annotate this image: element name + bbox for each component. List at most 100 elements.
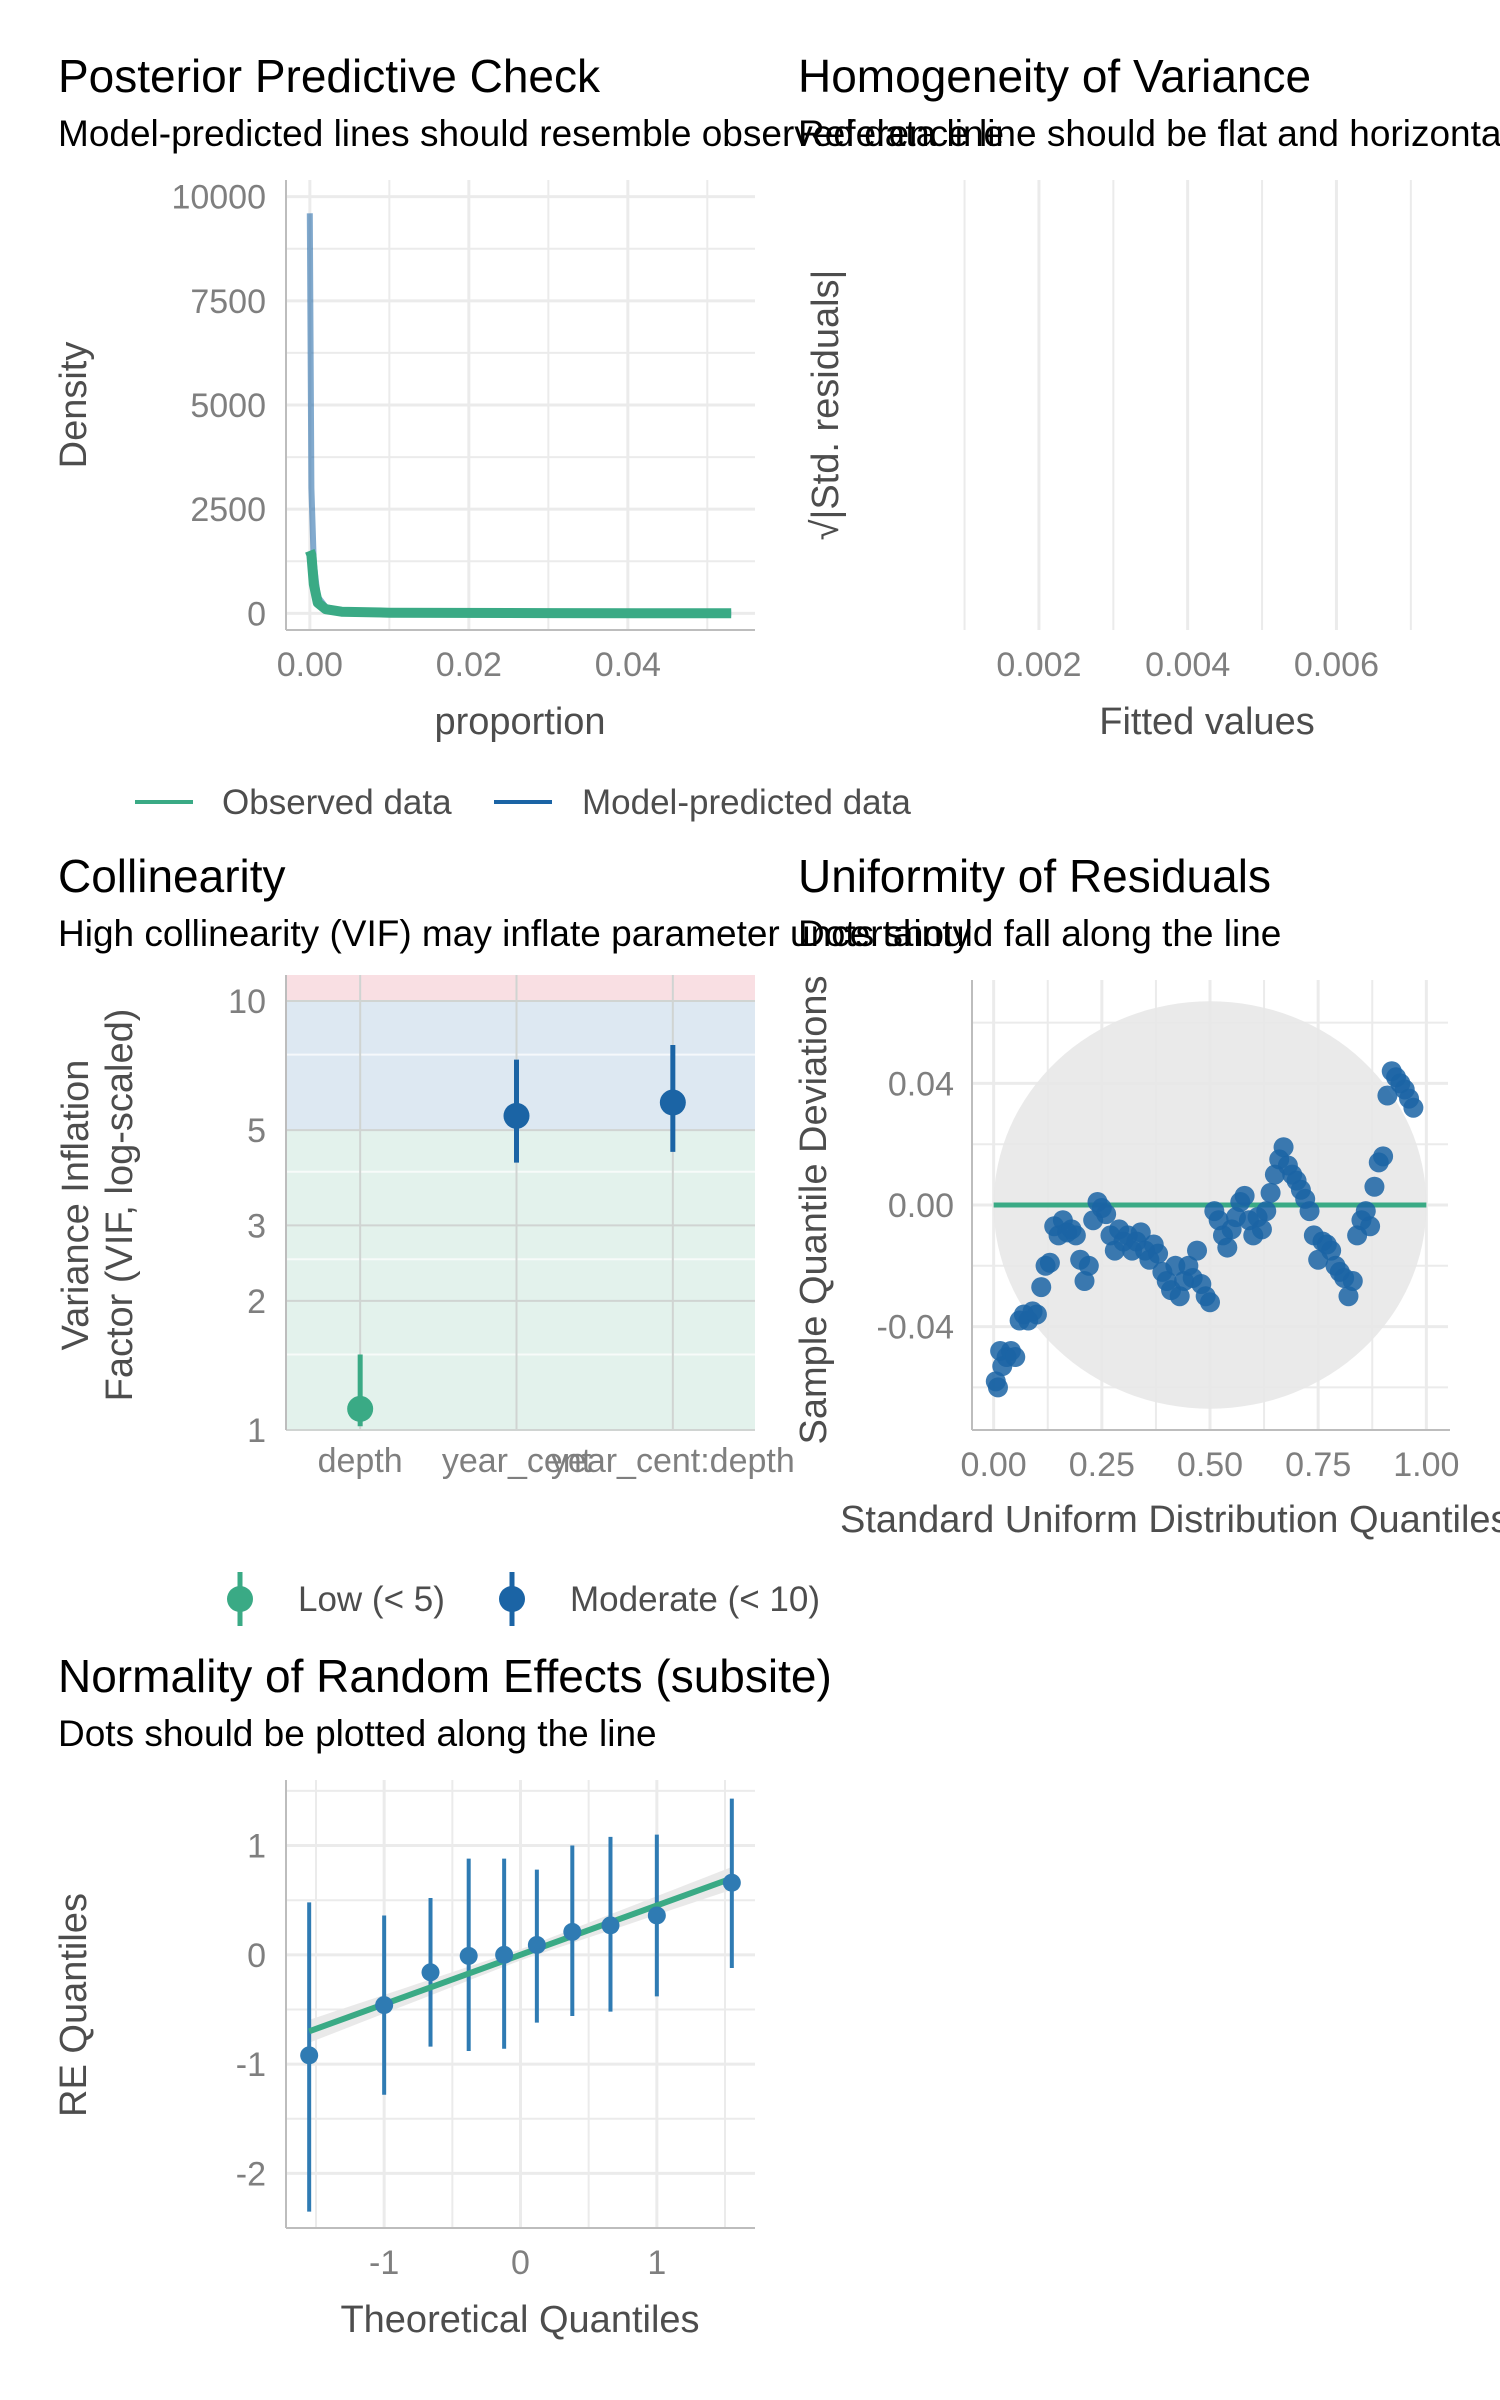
ppc-y-tick-label: 7500 (190, 283, 266, 321)
qq-point (1260, 1182, 1281, 1203)
re-point (459, 1946, 478, 1965)
vif-y-axis-title-line2: Factor (VIF, log-scaled) (99, 1009, 141, 1402)
re-point (647, 1906, 666, 1925)
qq-y-tick-label: -0.04 (877, 1309, 955, 1347)
qq-x-axis-title: Standard Uniform Distribution Quantiles (840, 1499, 1500, 1541)
ppc-y-tick-label: 0 (247, 595, 266, 633)
qq-point (1217, 1237, 1238, 1258)
vif-point (503, 1102, 530, 1129)
qq-point (1403, 1097, 1424, 1118)
qq-point (1200, 1292, 1220, 1313)
re-x-tick-label: -1 (369, 2244, 399, 2282)
qq-y-tick-label: 0.00 (888, 1187, 954, 1225)
qq-x-tick-label: 1.00 (1393, 1446, 1459, 1484)
re-points (300, 1873, 741, 2065)
ppc-observed-line (305, 549, 732, 619)
hov-x-axis-title: Fitted values (1099, 701, 1314, 743)
qq-title: Uniformity of Residuals (798, 850, 1271, 902)
legend-moderate-label: Moderate (< 10) (570, 1580, 820, 1619)
re-y-axis-title: RE Quantiles (53, 1893, 95, 2117)
vif-zones (286, 975, 755, 1430)
legend-low-label: Low (< 5) (298, 1580, 445, 1619)
re-y-tick-label: 0 (247, 1937, 266, 1975)
qq-point (1039, 1252, 1060, 1273)
ppc-title: Posterior Predictive Check (58, 50, 601, 102)
re-y-ticks: -2 -1 0 1 (236, 1828, 266, 2194)
ppc-y-tick-label: 2500 (190, 491, 266, 529)
ppc-panel: Posterior Predictive Check Model-predict… (53, 50, 1004, 822)
qq-point (1169, 1286, 1190, 1307)
vif-panel: Collinearity High collinearity (VIF) may… (55, 850, 972, 1626)
vif-subtitle: High collinearity (VIF) may inflate para… (58, 913, 972, 954)
legend-moderate-swatch-dot (499, 1586, 525, 1612)
re-panel: Normality of Random Effects (subsite) Do… (53, 1650, 832, 2341)
hov-subtitle: Reference line should be flat and horizo… (798, 113, 1500, 154)
qq-point (1234, 1185, 1255, 1206)
vif-point (347, 1395, 374, 1422)
re-grid (286, 1780, 755, 2229)
qq-point (1377, 1085, 1398, 1106)
re-title: Normality of Random Effects (subsite) (58, 1650, 832, 1702)
hov-x-tick-label: 0.006 (1294, 646, 1379, 684)
qq-point (1005, 1347, 1026, 1368)
qq-point (1360, 1216, 1381, 1237)
re-point (300, 2046, 319, 2065)
re-subtitle: Dots should be plotted along the line (58, 1713, 657, 1754)
legend-predicted-label: Model-predicted data (582, 783, 911, 822)
re-y-tick-label: -2 (236, 2155, 266, 2193)
qq-subtitle: Dots should fall along the line (798, 913, 1281, 954)
vif-legend: Low (< 5) Moderate (< 10) (227, 1572, 820, 1626)
qq-x-tick-label: 0.25 (1069, 1446, 1135, 1484)
vif-y-tick-label: 10 (228, 983, 266, 1021)
ppc-x-tick-label: 0.02 (436, 646, 502, 684)
qq-point (1373, 1146, 1394, 1167)
ppc-grid (286, 180, 755, 630)
vif-y-tick-label: 1 (247, 1412, 266, 1450)
qq-point (1026, 1304, 1047, 1325)
vif-zone-high (286, 975, 755, 1002)
qq-y-tick-label: 0.04 (888, 1065, 954, 1103)
ppc-x-tick-label: 0.00 (277, 646, 343, 684)
ppc-x-tick-label: 0.04 (595, 646, 661, 684)
hov-panel: Homogeneity of Variance Reference line s… (798, 50, 1500, 743)
vif-y-ticks: 1 2 3 5 10 (228, 983, 266, 1450)
hov-x-tick-label: 0.002 (996, 646, 1081, 684)
vif-y-axis-title-line1: Variance Inflation (55, 1060, 97, 1351)
hov-x-tick-label: 0.004 (1145, 646, 1230, 684)
qq-point (1074, 1271, 1095, 1292)
re-x-ticks: -1 0 1 (369, 2244, 666, 2282)
hov-x-ticks: 0.002 0.004 0.006 (996, 646, 1379, 684)
qq-panel: Uniformity of Residuals Dots should fall… (793, 850, 1500, 1541)
re-x-axis-title: Theoretical Quantiles (340, 2299, 699, 2341)
ppc-series (305, 213, 732, 619)
qq-point (1273, 1137, 1294, 1158)
qq-point (1338, 1286, 1359, 1307)
hov-y-axis-title: √|Std. residuals| (805, 270, 847, 541)
vif-x-tick-label: year_cent:depth (551, 1442, 795, 1480)
ppc-y-tick-label: 10000 (171, 179, 266, 217)
qq-point (1148, 1243, 1169, 1264)
re-point (722, 1873, 741, 1892)
ppc-legend: Observed data Model-predicted data (135, 783, 911, 822)
qq-point (1031, 1277, 1052, 1298)
ppc-x-ticks: 0.00 0.02 0.04 (277, 646, 661, 684)
qq-point (1130, 1222, 1151, 1243)
qq-x-ticks: 0.00 0.25 0.50 0.75 1.00 (961, 1446, 1460, 1484)
re-x-tick-label: 1 (647, 2244, 666, 2282)
qq-point (1299, 1201, 1320, 1222)
vif-title: Collinearity (58, 850, 286, 902)
hov-title: Homogeneity of Variance (798, 50, 1311, 102)
ppc-y-tick-label: 5000 (190, 387, 266, 425)
re-point (421, 1963, 440, 1982)
qq-x-tick-label: 0.75 (1285, 1446, 1351, 1484)
qq-point (1342, 1271, 1363, 1292)
qq-point (1364, 1176, 1385, 1197)
ppc-y-ticks: 0 2500 5000 7500 10000 (171, 179, 266, 634)
qq-y-ticks: -0.04 0.00 0.04 (877, 1065, 955, 1346)
qq-point (1187, 1240, 1208, 1261)
qq-point (987, 1377, 1008, 1398)
ppc-predicted-line (306, 213, 732, 617)
re-point (601, 1916, 620, 1935)
qq-point (1321, 1240, 1342, 1261)
